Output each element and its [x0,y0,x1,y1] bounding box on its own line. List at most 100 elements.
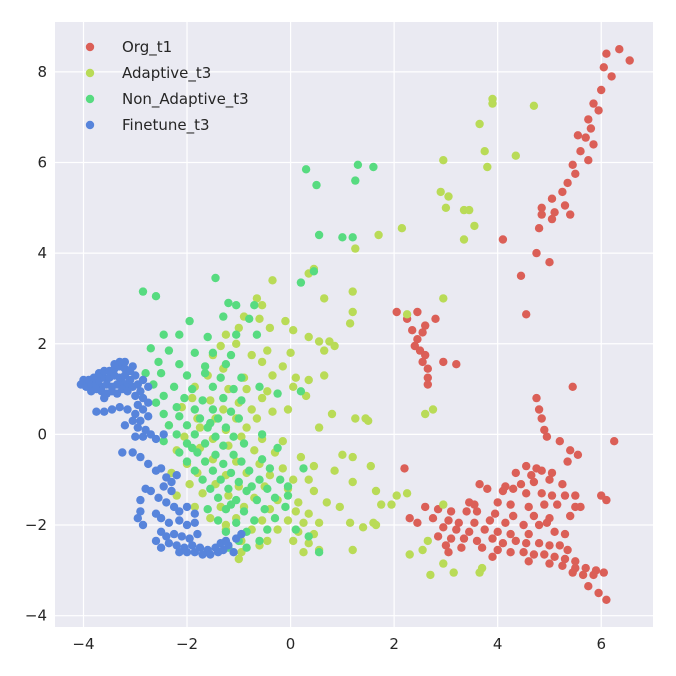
data-point [289,326,298,335]
data-point [444,192,453,201]
data-point [351,244,360,253]
data-point [522,539,531,548]
data-point [257,455,267,464]
legend-marker [85,120,95,130]
data-point [252,294,262,303]
data-point [330,466,339,475]
data-point [506,529,515,539]
data-point [345,319,355,328]
data-point [441,541,451,550]
data-point [522,489,531,498]
data-point [159,391,168,401]
data-point [242,384,251,394]
data-points [76,45,634,604]
data-point [156,464,166,473]
data-point [226,350,236,360]
data-point [100,407,109,416]
data-point [229,548,238,557]
data-point [203,332,212,342]
data-point [219,459,228,469]
data-point [405,550,414,559]
data-point [553,500,562,509]
data-point [232,301,241,310]
data-point [182,421,192,430]
data-point [190,518,199,527]
data-point [224,491,233,500]
data-point [273,525,282,534]
data-point [208,348,218,357]
data-point [584,582,593,591]
data-point [446,534,456,543]
data-point [182,502,192,512]
data-point [175,448,184,457]
data-point [211,450,220,459]
data-point [421,350,430,360]
data-point [185,316,194,326]
data-point [229,384,238,394]
data-point [433,532,443,541]
data-point [144,459,153,469]
data-point [488,99,497,108]
data-point [534,520,544,530]
data-point [369,162,378,172]
data-point [519,520,528,530]
data-point [353,160,363,169]
data-point [452,525,461,534]
data-point [190,548,199,557]
data-point [141,369,150,378]
data-point [216,341,225,351]
data-point [488,534,497,543]
data-point [172,430,181,439]
data-point [304,375,313,385]
data-point [294,498,303,507]
data-point [566,210,575,219]
legend-label: Adaptive_t3 [122,64,211,83]
data-point [172,403,181,412]
data-point [136,416,145,425]
data-point [219,393,228,403]
y-tick-label: 4 [37,244,47,262]
data-point [547,468,557,478]
data-point [501,482,510,491]
data-point [156,369,166,378]
data-point [573,450,583,459]
data-point [511,468,520,478]
data-point [250,301,259,310]
data-point [573,131,583,140]
legend-item: Finetune_t3 [85,116,210,135]
data-point [314,518,324,527]
data-point [524,557,533,566]
data-point [200,457,210,466]
data-point [454,518,463,527]
data-point [296,387,306,396]
data-point [345,518,355,527]
data-point [493,527,502,536]
data-point [257,357,267,367]
data-point [156,543,166,552]
data-point [219,312,228,321]
data-point [610,437,619,446]
data-point [439,294,448,303]
data-point [537,203,546,212]
data-point [115,403,124,412]
data-point [498,235,508,244]
data-point [426,570,435,580]
data-point [221,527,231,536]
data-point [291,525,300,534]
data-point [320,346,329,355]
data-point [188,541,197,550]
data-point [532,248,541,258]
data-point [602,595,611,604]
data-point [278,464,287,473]
data-point [555,541,564,550]
data-point [296,278,306,287]
data-point [366,461,375,471]
data-point [278,437,287,446]
x-axis-ticks: −4 −2 0 2 4 6 [72,635,606,653]
data-point [364,416,373,425]
data-point [472,507,482,516]
data-point [213,414,223,423]
data-point [459,534,469,543]
data-point [602,49,611,58]
data-point [203,505,212,514]
